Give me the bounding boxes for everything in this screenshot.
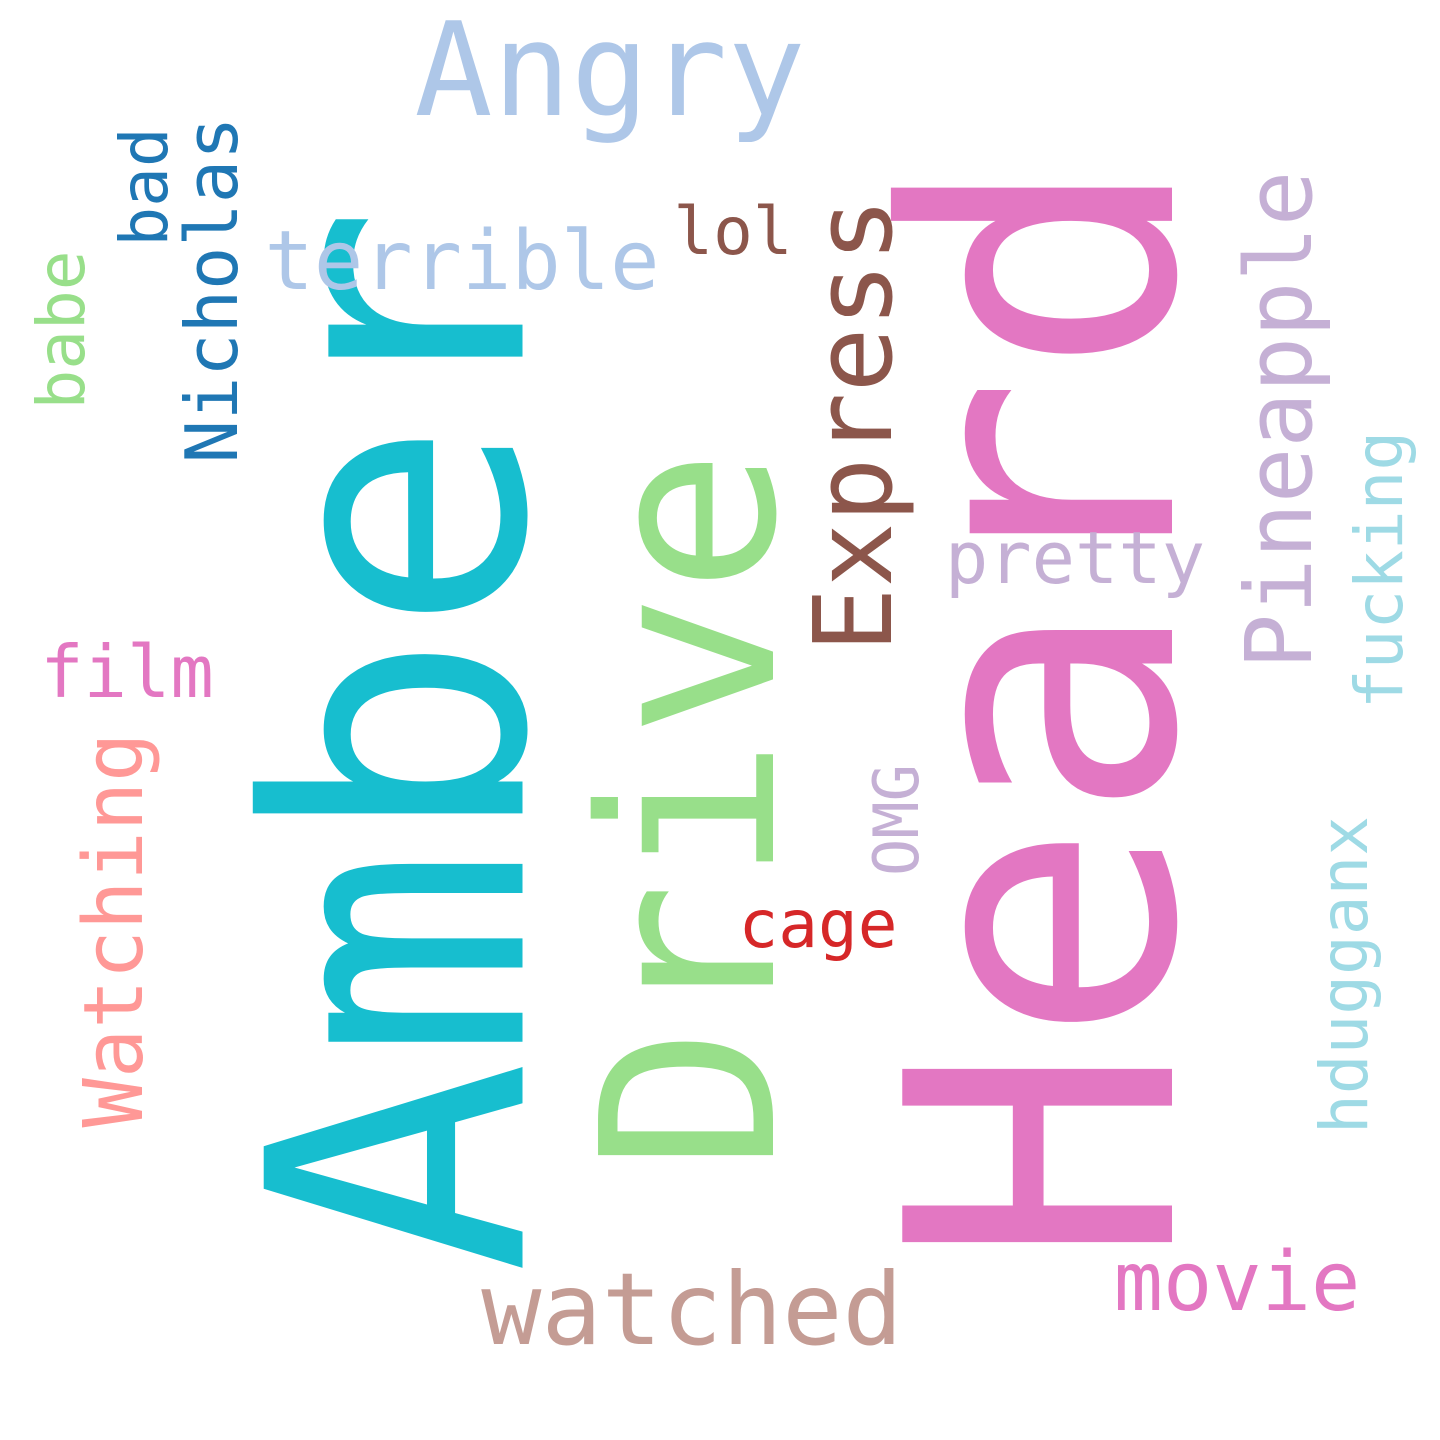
word-babe: babe <box>23 250 100 410</box>
word-watching: Watching <box>67 732 162 1128</box>
word-angry: Angry <box>414 0 806 146</box>
word-watched: watched <box>481 1251 903 1368</box>
word-film: film <box>40 630 214 714</box>
word-hdugganx: hdugganx <box>1306 816 1383 1134</box>
word-movie: movie <box>1113 1235 1361 1330</box>
word-drive: Drive <box>550 448 830 1172</box>
word-lol: lol <box>673 193 793 270</box>
word-pineapple: Pineapple <box>1226 170 1333 670</box>
word-amber: Amber <box>192 205 607 1275</box>
word-express: Express <box>792 197 917 653</box>
word-pretty: pretty <box>944 516 1206 600</box>
word-nicholas: Nicholas <box>170 116 254 464</box>
word-cage: cage <box>738 886 898 963</box>
word-bad: bad <box>106 127 183 247</box>
word-terrible: terrible <box>264 214 660 309</box>
word-fucking: fucking <box>1341 430 1418 710</box>
word-omg: OMG <box>860 764 933 876</box>
